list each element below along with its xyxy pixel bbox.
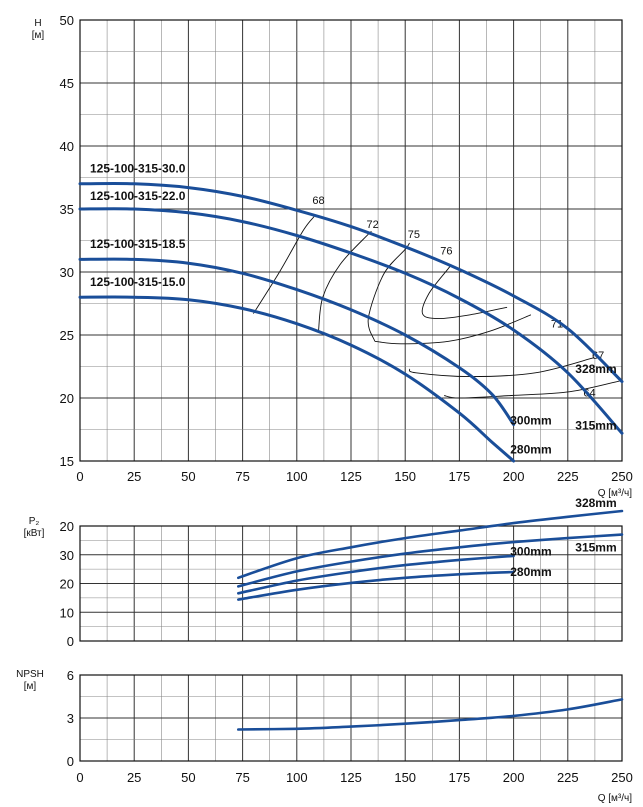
y-tick-label: 20	[60, 577, 74, 592]
x-tick-label: 50	[181, 469, 195, 484]
x-tick-label: 25	[127, 469, 141, 484]
x-tick-label: 75	[235, 770, 249, 785]
head-curve	[78, 295, 516, 463]
x-tick-label: 125	[340, 770, 362, 785]
x-tick-label: 225	[557, 770, 579, 785]
y-tick-label: 40	[60, 139, 74, 154]
x-tick-label: 0	[76, 469, 83, 484]
head-curve	[78, 182, 624, 384]
y-tick-label: 10	[60, 605, 74, 620]
npsh-curve-panel: 0 3 6 0 25 50 75 100 125 150 175 200 225 250 NPSH[м] Q …	[16, 668, 633, 804]
x-tick-label: 50	[181, 770, 195, 785]
x-axis-label: Q [м³/ч]	[598, 793, 633, 804]
x-tick-label: 150	[394, 770, 416, 785]
x-tick-label: 75	[235, 469, 249, 484]
curve-model-label: 125-100-315-15.0	[90, 275, 186, 289]
curve-model-label: 125-100-315-18.5	[90, 237, 186, 251]
efficiency-line	[421, 264, 508, 320]
y-tick-label: 45	[60, 76, 74, 91]
x-tick-label: 175	[449, 770, 471, 785]
x-tick-label: 125	[340, 469, 362, 484]
y-tick-label: 30	[60, 548, 74, 563]
y-axis-label: H	[34, 18, 41, 29]
efficiency-line	[253, 216, 315, 314]
y-axis-unit: [м]	[32, 30, 45, 41]
x-tick-label: 0	[76, 770, 83, 785]
y-tick-label: 30	[60, 265, 74, 280]
y-tick-label: 20	[60, 391, 74, 406]
y-axis-label: P₂	[29, 516, 40, 527]
y-axis-unit: [кВт]	[24, 528, 45, 539]
efficiency-line	[408, 357, 594, 378]
impeller-diameter-label: 315mm	[575, 540, 616, 554]
power-curve	[237, 570, 515, 601]
y-tick-label: 25	[60, 328, 74, 343]
x-tick-label: 25	[127, 770, 141, 785]
head-curve	[78, 207, 624, 435]
plot-frame	[79, 525, 623, 642]
y-axis-unit: [м]	[24, 681, 37, 692]
impeller-diameter-label: 300mm	[510, 544, 551, 558]
impeller-diameter-label: 328mm	[575, 362, 616, 376]
y-axis-label: NPSH	[16, 669, 44, 680]
y-tick-label: 3	[67, 711, 74, 726]
curve-model-label: 125-100-315-22.0	[90, 189, 186, 203]
x-tick-label: 250	[611, 469, 633, 484]
impeller-diameter-label: 315mm	[575, 419, 616, 433]
head-curve-panel: 15 20 25 30 35 40 45 50 0 25 50 75 100 125 150 175 200 22…	[32, 13, 633, 499]
x-tick-label: 225	[557, 469, 579, 484]
curve-model-label: 125-100-315-30.0	[90, 161, 186, 175]
x-tick-label: 175	[449, 469, 471, 484]
head-curve	[78, 257, 516, 426]
x-tick-label: 150	[394, 469, 416, 484]
impeller-diameter-label: 328mm	[575, 496, 616, 510]
y-tick-label: 6	[67, 668, 74, 683]
efficiency-line	[444, 379, 623, 399]
efficiency-label: 75	[408, 229, 420, 241]
efficiency-label: 72	[367, 219, 379, 231]
efficiency-line	[367, 242, 410, 342]
y-tick-label: 50	[60, 13, 74, 28]
impeller-diameter-label: 280mm	[510, 442, 551, 456]
power-curve	[237, 554, 515, 595]
impeller-diameter-label: 300mm	[510, 413, 551, 427]
x-tick-label: 100	[286, 469, 308, 484]
efficiency-line	[318, 231, 372, 332]
plot-frame	[79, 19, 623, 462]
efficiency-line	[374, 314, 532, 345]
efficiency-label: 76	[440, 245, 452, 257]
y-tick-label: 0	[67, 754, 74, 769]
x-tick-label: 100	[286, 770, 308, 785]
plot-frame	[79, 674, 623, 762]
y-tick-label: 15	[60, 454, 74, 469]
power-curve-panel: 0 10 20 30 20 P₂[кВт] 328mm 315mm 300mm 280mm	[24, 496, 624, 649]
x-tick-label: 200	[503, 469, 525, 484]
y-tick-label: 35	[60, 202, 74, 217]
impeller-diameter-label: 280mm	[510, 565, 551, 579]
x-tick-label: 250	[611, 770, 633, 785]
x-tick-label: 200	[503, 770, 525, 785]
efficiency-label: 68	[312, 195, 324, 207]
power-curve	[237, 509, 624, 580]
x-axis-label: Q [м³/ч]	[598, 488, 633, 499]
y-tick-label: 20	[60, 519, 74, 534]
y-tick-label: 0	[67, 634, 74, 649]
power-curve	[237, 533, 624, 588]
npsh-curve	[237, 698, 624, 731]
